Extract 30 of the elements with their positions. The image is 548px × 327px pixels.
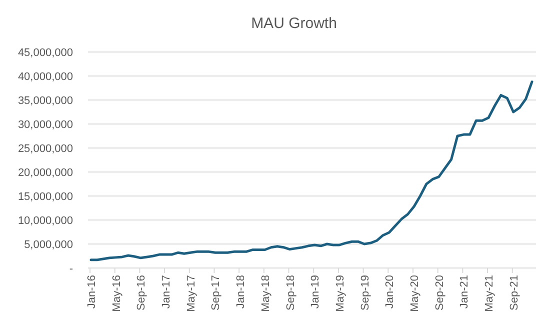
x-tick-label: May-18 [260,275,272,312]
x-tick-label: May-16 [110,275,123,312]
y-tick-label: 40,000,000 [18,70,73,83]
x-tick-label: Sep-21 [508,275,520,310]
x-tick-label: Jan-17 [160,275,173,309]
x-tick-label: Jan-21 [458,275,471,309]
x-tick-label: Sep-16 [136,275,148,310]
x-tick-label: Jan-18 [235,275,248,309]
y-tick-label: 10,000,000 [18,214,73,227]
x-tick-label: Jan-19 [310,275,322,309]
y-tick-label: - [69,262,74,275]
chart-title: MAU Growth [251,15,337,32]
y-tick-label: 5,000,000 [24,238,73,251]
x-tick-label: Sep-18 [284,275,297,310]
y-tick-label: 20,000,000 [18,166,73,179]
y-tick-label: 35,000,000 [18,94,73,107]
x-tick-label: May-20 [408,275,421,312]
x-tick-label: Sep-20 [434,275,446,310]
y-tick-label: 30,000,000 [18,118,73,131]
y-tick-label: 25,000,000 [18,142,73,155]
x-tick-label: May-19 [334,275,346,312]
x-tick-label: Sep-17 [210,275,222,310]
x-tick-label: Sep-19 [359,275,372,310]
line-series [90,80,534,262]
x-tick-label: Jan-16 [86,275,98,309]
x-tick-label: May-17 [185,275,198,312]
x-tick-label: May-21 [484,275,496,312]
y-tick-label: 45,000,000 [18,46,73,59]
y-tick-label: 15,000,000 [18,190,73,203]
x-tick-label: Jan-20 [384,275,396,309]
